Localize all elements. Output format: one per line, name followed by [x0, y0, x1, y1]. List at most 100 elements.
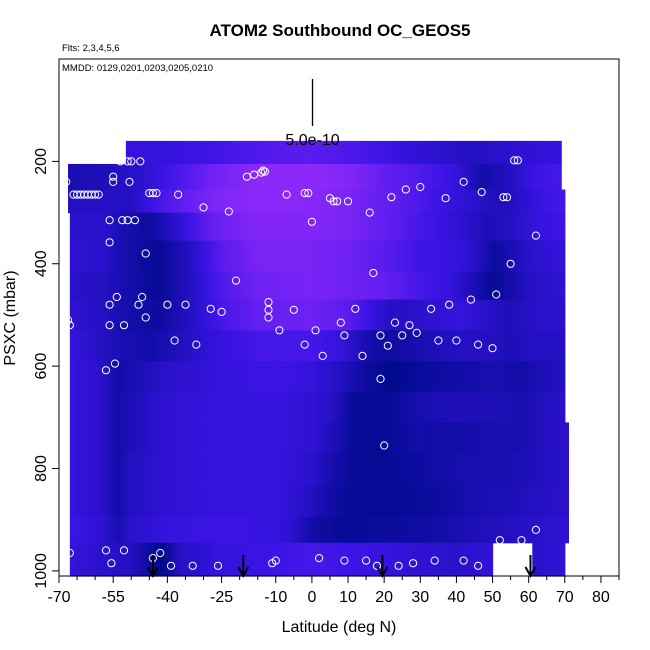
heatmap-cell	[203, 391, 208, 424]
heatmap-cell	[210, 240, 215, 273]
heatmap-cell	[481, 299, 486, 331]
heatmap-cell	[478, 422, 483, 454]
heatmap-cell	[474, 240, 479, 273]
heatmap-cell	[550, 240, 555, 273]
heatmap-cell	[174, 361, 179, 393]
heatmap-cell	[143, 140, 149, 165]
heatmap-cell	[239, 330, 244, 362]
heatmap-cell	[463, 422, 468, 454]
heatmap-cell	[461, 140, 467, 165]
heatmap-cell	[214, 453, 219, 488]
heatmap-cell	[337, 361, 342, 393]
heatmap-cell	[497, 163, 503, 191]
heatmap-cell	[98, 453, 103, 488]
heatmap-cell	[134, 240, 140, 273]
heatmap-cell	[521, 330, 526, 362]
heatmap-cell	[460, 240, 465, 273]
heatmap-cell	[557, 240, 562, 273]
heatmap-cell	[460, 361, 465, 393]
heatmap-cell	[109, 422, 114, 454]
heatmap-cell	[528, 453, 533, 488]
heatmap-cell	[559, 189, 564, 214]
heatmap-cell	[429, 163, 434, 191]
heatmap-cell	[261, 422, 266, 454]
heatmap-cell	[353, 163, 358, 191]
heatmap-cell	[308, 271, 313, 301]
x-tick-label: 0	[307, 589, 316, 606]
heatmap-cell	[113, 330, 118, 362]
heatmap-cell	[198, 163, 203, 191]
heatmap-cell	[127, 391, 132, 424]
heatmap-cell	[497, 140, 503, 165]
heatmap-cell	[366, 299, 371, 331]
heatmap-cell	[409, 271, 414, 301]
heatmap-cell	[532, 271, 537, 301]
heatmap-cell	[452, 517, 458, 544]
heatmap-cell	[550, 422, 555, 454]
heatmap-cell	[196, 271, 201, 301]
heatmap-cell	[131, 240, 136, 273]
heatmap-cell	[210, 391, 215, 424]
heatmap-cell	[163, 391, 168, 424]
heatmap-cell	[340, 542, 346, 577]
heatmap-cell	[156, 542, 161, 577]
heatmap-cell	[156, 330, 161, 362]
heatmap-cell	[402, 422, 407, 454]
heatmap-cell	[362, 542, 367, 577]
heatmap-cell	[181, 422, 187, 454]
heatmap-cell	[152, 486, 158, 518]
heatmap-cell	[351, 361, 356, 393]
heatmap-cell	[539, 212, 544, 242]
heatmap-cell	[555, 189, 560, 214]
heatmap-cell	[488, 299, 494, 331]
heatmap-cell	[142, 453, 147, 488]
heatmap-cell	[225, 330, 230, 362]
heatmap-cell	[174, 453, 179, 488]
heatmap-cell	[456, 453, 461, 488]
data-point	[206, 304, 215, 313]
heatmap-cell	[366, 542, 371, 577]
heatmap-cell	[196, 240, 201, 273]
heatmap-cell	[268, 330, 273, 362]
heatmap-cell	[449, 486, 454, 518]
heatmap-cell	[395, 422, 400, 454]
heatmap-cell	[221, 422, 226, 454]
heatmap-cell	[301, 299, 306, 331]
heatmap-cell	[497, 189, 503, 214]
heatmap-cell	[302, 163, 308, 191]
heatmap-cell	[360, 163, 365, 191]
heatmap-cell	[264, 486, 270, 518]
heatmap-cell	[80, 517, 85, 544]
heatmap-cell	[306, 163, 311, 191]
heatmap-cell	[517, 299, 523, 331]
heatmap-cell	[196, 453, 201, 488]
heatmap-cell	[230, 140, 235, 165]
heatmap-cell	[149, 271, 154, 301]
heatmap-cell	[467, 271, 472, 301]
heatmap-cell	[120, 422, 125, 454]
heatmap-cell	[503, 391, 508, 424]
heatmap-cell	[203, 271, 208, 301]
heatmap-cell	[337, 542, 342, 577]
heatmap-cell	[221, 271, 226, 301]
heatmap-cell	[434, 271, 439, 301]
heatmap-cell	[507, 330, 512, 362]
heatmap-cell	[243, 330, 248, 362]
heatmap-cell	[180, 189, 185, 214]
heatmap-cell	[402, 542, 407, 577]
data-point	[109, 172, 118, 181]
heatmap-cell	[158, 189, 163, 214]
heatmap-cell	[366, 240, 371, 273]
heatmap-cell	[463, 212, 468, 242]
heatmap-cell	[217, 453, 223, 488]
heatmap-cell	[340, 486, 346, 518]
heatmap-cell	[261, 212, 266, 242]
heatmap-cell	[196, 422, 201, 454]
heatmap-cell	[192, 486, 197, 518]
heatmap-cell	[369, 422, 374, 454]
heatmap-cell	[232, 517, 237, 544]
heatmap-cell	[387, 271, 392, 301]
heatmap-cell	[358, 391, 364, 424]
heatmap-cell	[181, 517, 187, 544]
heatmap-cell	[264, 542, 270, 577]
